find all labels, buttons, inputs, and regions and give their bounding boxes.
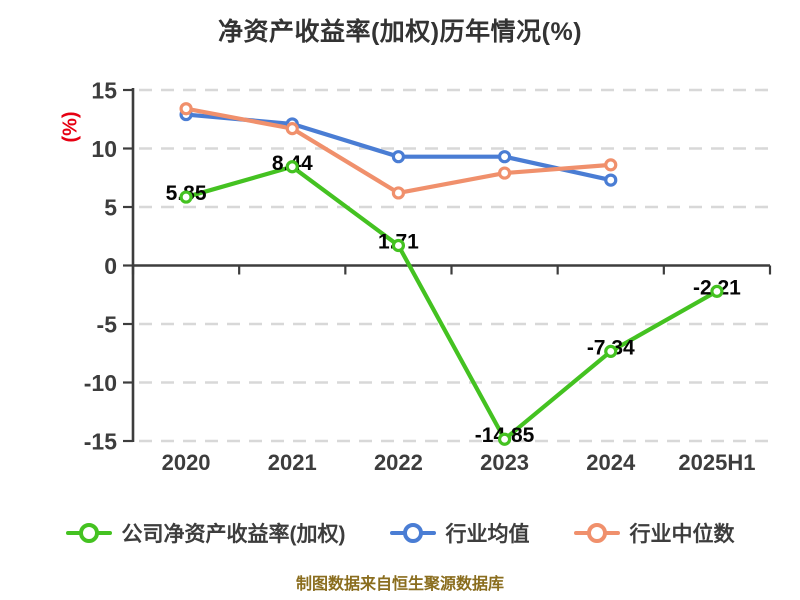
industry-mean-series-marker-icon (389, 524, 436, 542)
y-tick-label: 15 (91, 77, 117, 103)
x-tick-label: 2020 (162, 450, 211, 475)
x-tick-label: 2023 (480, 450, 529, 475)
data-source-note: 制图数据来自恒生聚源数据库 (295, 576, 504, 593)
data-point-marker-2 (604, 158, 618, 172)
y-tick-label: 10 (91, 136, 117, 162)
y-tick-label: 0 (104, 253, 117, 279)
x-tick-label: 2022 (374, 450, 423, 475)
data-point-marker-1 (497, 150, 512, 164)
data-point-marker-2 (179, 102, 193, 116)
data-point-marker-2 (285, 122, 299, 136)
data-point-marker-2 (391, 186, 406, 200)
legend-label-industry-median: 行业中位数 (629, 523, 735, 546)
data-point-marker-2 (497, 166, 512, 180)
legend-item-company: 公司净资产收益率(加权) (65, 518, 346, 548)
legend-label-company: 公司净资产收益率(加权) (121, 523, 346, 546)
data-point-marker-0 (497, 432, 512, 446)
legend-label-industry-mean: 行业均值 (445, 523, 530, 546)
legend-item-industry-median: 行业中位数 (573, 518, 735, 548)
data-point-marker-0 (604, 344, 618, 358)
x-tick-label: 2025H1 (678, 450, 755, 475)
legend: 公司净资产收益率(加权) 行业均值 行业中位数 (0, 518, 800, 548)
data-point-marker-0 (391, 238, 406, 253)
x-tick-label: 2024 (586, 450, 636, 475)
y-tick-label: -10 (84, 370, 117, 396)
data-point-marker-1 (604, 173, 618, 187)
x-tick-label: 2021 (268, 450, 317, 475)
legend-item-industry-mean: 行业均值 (389, 518, 530, 548)
y-tick-label: -5 (97, 311, 118, 337)
y-tick-label: -15 (84, 428, 117, 454)
series-line-0 (183, 164, 720, 442)
data-point-marker-0 (285, 160, 299, 174)
data-point-marker-1 (391, 150, 406, 164)
company-series-marker-icon (65, 524, 112, 542)
data-point-marker-0 (710, 284, 724, 298)
data-point-marker-0 (179, 190, 193, 204)
chart-title: 净资产收益率(加权)历年情况(%) (217, 18, 583, 46)
y-tick-label: 5 (104, 194, 117, 220)
industry-median-series-marker-icon (573, 524, 620, 542)
